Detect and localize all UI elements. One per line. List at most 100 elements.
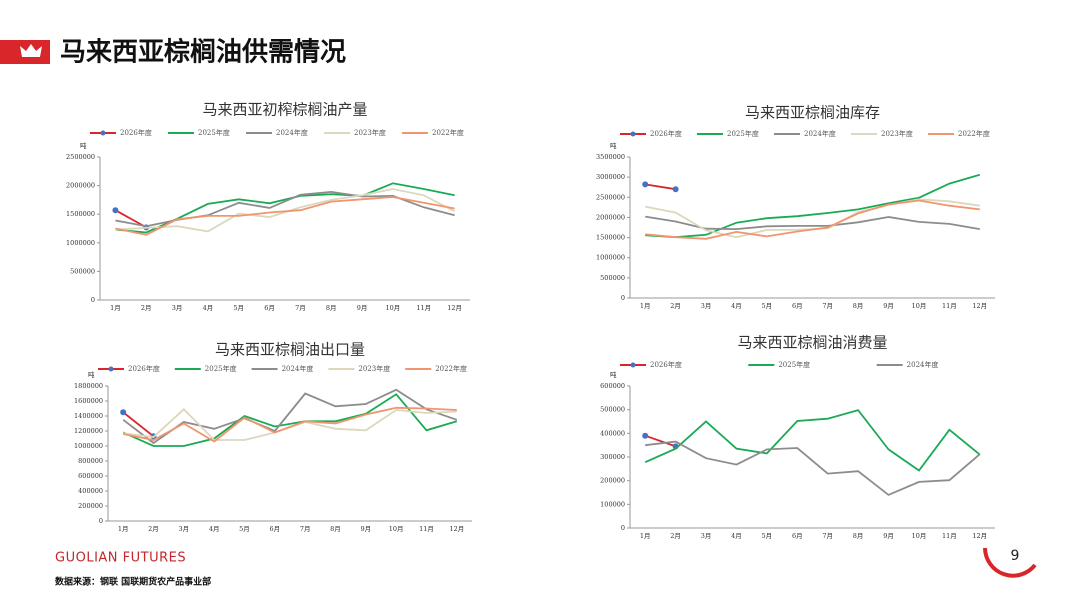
page-arc xyxy=(983,547,1037,578)
y-axis-label: 吨 xyxy=(610,141,617,150)
y-tick-label: 300000 xyxy=(600,453,625,461)
series-line xyxy=(644,409,981,472)
series-line xyxy=(122,393,458,447)
y-tick-label: 1400000 xyxy=(74,412,103,420)
legend-marker xyxy=(100,130,106,136)
footer-logo: GUOLIAN FUTURES xyxy=(55,551,186,566)
series-line xyxy=(123,406,457,443)
y-tick-label: 400000 xyxy=(600,429,625,437)
legend-label: 2022年度 xyxy=(432,128,464,137)
x-tick-label: 7月 xyxy=(822,532,833,540)
x-tick-label: 4月 xyxy=(203,304,214,312)
legend-label: 2024年度 xyxy=(907,360,939,369)
y-axis-label: 吨 xyxy=(610,370,617,379)
x-tick-label: 4月 xyxy=(731,302,742,310)
x-tick-label: 11月 xyxy=(942,302,957,310)
legend-label: 2025年度 xyxy=(198,128,230,137)
x-tick-label: 6月 xyxy=(792,302,803,310)
x-tick-label: 6月 xyxy=(270,525,281,533)
legend-label: 2026年度 xyxy=(128,364,160,373)
point-marker xyxy=(120,409,127,416)
series-line xyxy=(122,411,155,438)
x-tick-label: 9月 xyxy=(361,525,372,533)
y-tick-label: 1200000 xyxy=(74,427,103,435)
y-tick-label: 1800000 xyxy=(74,382,103,390)
x-tick-label: 4月 xyxy=(731,532,742,540)
x-tick-label: 11月 xyxy=(419,525,434,533)
y-tick-label: 1600000 xyxy=(74,397,103,405)
point-marker xyxy=(642,181,649,188)
x-tick-label: 5月 xyxy=(762,302,773,310)
legend-label: 2025年度 xyxy=(205,364,237,373)
legend-label: 2026年度 xyxy=(650,360,682,369)
y-tick-label: 400000 xyxy=(78,487,103,495)
x-tick-label: 7月 xyxy=(295,304,306,312)
x-tick-label: 6月 xyxy=(264,304,275,312)
x-tick-label: 3月 xyxy=(172,304,183,312)
legend-label: 2022年度 xyxy=(958,129,990,138)
source-note: 数据来源：钢联 国联期货农产品事业部 xyxy=(55,576,211,588)
series-line xyxy=(645,173,981,239)
series-line xyxy=(645,183,676,191)
y-tick-label: 3000000 xyxy=(596,173,625,181)
x-tick-label: 12月 xyxy=(972,532,987,540)
x-tick-label: 6月 xyxy=(792,532,803,540)
legend-label: 2023年度 xyxy=(354,128,386,137)
series-line xyxy=(645,198,980,239)
y-axis-label: 吨 xyxy=(88,370,95,379)
x-tick-label: 8月 xyxy=(853,532,864,540)
x-tick-label: 3月 xyxy=(179,525,190,533)
y-tick-label: 0 xyxy=(621,524,625,532)
chart-title: 马来西亚棕榈油消费量 xyxy=(737,334,887,352)
y-tick-label: 1000000 xyxy=(74,442,103,450)
legend-marker xyxy=(630,362,636,368)
y-tick-label: 0 xyxy=(99,517,103,525)
series-line xyxy=(122,388,458,445)
y-tick-label: 1500000 xyxy=(66,210,95,218)
point-marker xyxy=(112,207,119,214)
point-marker xyxy=(642,432,649,439)
y-tick-label: 2500000 xyxy=(66,153,95,161)
series-line xyxy=(115,190,455,228)
y-tick-label: 3500000 xyxy=(596,153,625,161)
chart-title: 马来西亚棕榈油出口量 xyxy=(215,341,365,359)
x-tick-label: 8月 xyxy=(326,304,337,312)
legend-label: 2024年度 xyxy=(804,129,836,138)
x-tick-label: 10月 xyxy=(912,532,927,540)
legend-marker xyxy=(108,366,114,372)
x-tick-label: 1月 xyxy=(110,304,121,312)
x-tick-label: 8月 xyxy=(330,525,341,533)
legend-label: 2025年度 xyxy=(727,129,759,138)
x-tick-label: 2月 xyxy=(670,302,681,310)
series-line xyxy=(645,440,981,496)
x-tick-label: 2月 xyxy=(141,304,152,312)
x-tick-label: 11月 xyxy=(416,304,431,312)
legend-marker xyxy=(630,131,636,137)
x-tick-label: 3月 xyxy=(701,532,712,540)
x-tick-label: 10月 xyxy=(389,525,404,533)
x-tick-label: 3月 xyxy=(701,302,712,310)
x-tick-label: 2月 xyxy=(670,532,681,540)
y-tick-label: 0 xyxy=(621,294,625,302)
y-tick-label: 500000 xyxy=(600,274,625,282)
x-tick-label: 1月 xyxy=(118,525,129,533)
point-marker xyxy=(672,186,679,193)
series-line xyxy=(645,215,980,231)
legend-label: 2023年度 xyxy=(358,364,390,373)
y-axis-label: 吨 xyxy=(80,141,87,150)
y-tick-label: 1000000 xyxy=(596,254,625,262)
y-tick-label: 200000 xyxy=(78,502,103,510)
y-tick-label: 2000000 xyxy=(66,182,95,190)
y-tick-label: 500000 xyxy=(70,267,95,275)
legend-label: 2026年度 xyxy=(120,128,152,137)
page-title: 马来西亚棕榈油供需情况 xyxy=(60,37,346,68)
x-tick-label: 12月 xyxy=(447,304,462,312)
legend-label: 2022年度 xyxy=(435,364,467,373)
legend-label: 2025年度 xyxy=(778,360,810,369)
chart-title: 马来西亚棕榈油库存 xyxy=(745,104,880,122)
x-tick-label: 1月 xyxy=(640,532,651,540)
y-tick-label: 600000 xyxy=(600,382,625,390)
chart-title: 马来西亚初榨棕榈油产量 xyxy=(202,101,367,119)
series-line xyxy=(115,196,455,236)
